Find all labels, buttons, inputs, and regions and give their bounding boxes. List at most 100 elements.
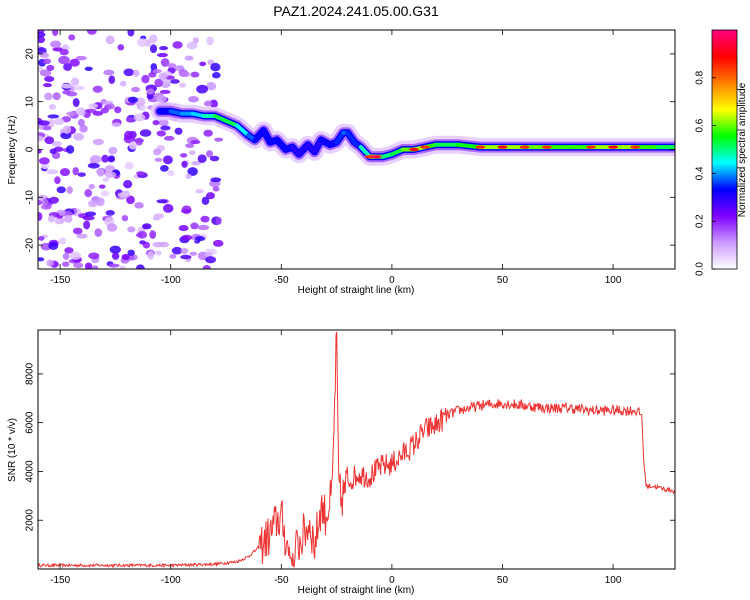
noise-blob	[52, 30, 59, 37]
noise-blob	[38, 236, 45, 241]
ridge-peak	[541, 145, 552, 149]
ridge-peak	[420, 145, 431, 149]
noise-blob	[210, 177, 222, 183]
noise-blob	[185, 143, 195, 149]
snr-series-line	[38, 331, 675, 569]
x-tick-label: -100	[161, 575, 181, 586]
noise-blob	[158, 241, 170, 248]
ridge-peak	[371, 155, 382, 159]
snr-frame	[37, 329, 676, 570]
noise-blob	[149, 230, 157, 239]
noise-blob	[215, 216, 222, 225]
noise-blob	[146, 88, 154, 95]
noise-blob	[124, 130, 133, 140]
noise-blob	[70, 77, 80, 86]
noise-blob	[72, 227, 83, 235]
noise-blob	[149, 34, 158, 44]
noise-blob	[128, 141, 138, 150]
noise-blob	[162, 203, 174, 213]
noise-blob	[136, 264, 145, 269]
noise-blob	[206, 150, 214, 158]
noise-blob	[62, 125, 72, 134]
noise-blob	[127, 226, 136, 233]
noise-blob	[88, 103, 98, 109]
noise-blob	[105, 35, 115, 45]
noise-blob	[205, 256, 217, 264]
snr-x-axis: -150 -100 -50 0 50 100	[50, 330, 622, 586]
noise-blob	[179, 82, 187, 88]
colorbar: 0.0 0.2 0.4 0.6 0.8 Normalized spectral ampl…	[695, 29, 748, 276]
noise-blob	[69, 58, 80, 67]
ridge-peak	[519, 145, 530, 149]
noise-blob	[108, 155, 115, 162]
x-tick-label: -100	[161, 275, 181, 286]
noise-blob	[68, 34, 76, 41]
noise-blob	[158, 119, 169, 127]
ridge-segment	[235, 123, 251, 138]
noise-blob	[48, 104, 57, 110]
noise-blob	[40, 163, 50, 170]
ridge-peak	[630, 145, 641, 149]
noise-blob	[142, 223, 152, 230]
snr-y-label: SNR (10 * v/v)	[7, 418, 18, 482]
colorbar-tick-label: 0.2	[695, 214, 706, 228]
noise-blob	[38, 212, 43, 221]
y-tick-label: -10	[25, 190, 36, 205]
noise-blob	[195, 189, 204, 194]
x-tick-label: -150	[50, 575, 70, 586]
noise-blob	[46, 64, 55, 71]
noise-blob	[181, 160, 188, 168]
noise-blob	[105, 103, 115, 110]
colorbar-label: Normalized spectral amplitude	[737, 82, 748, 217]
noise-blob	[69, 251, 81, 260]
noise-blob	[111, 252, 120, 260]
noise-blob	[94, 228, 103, 237]
y-tick-label: 4000	[25, 460, 36, 483]
y-tick-label: 8000	[25, 362, 36, 385]
noise-blob	[38, 149, 42, 154]
noise-blob	[77, 118, 85, 127]
noise-blob	[153, 148, 162, 156]
noise-blob	[72, 167, 79, 176]
snr-x-label: Height of straight line (km)	[298, 585, 415, 596]
noise-blob	[152, 68, 162, 74]
noise-blob	[156, 95, 167, 103]
noise-blob	[104, 171, 117, 178]
ridge-segment	[212, 114, 229, 123]
ridge-peak	[608, 145, 619, 149]
noise-blob	[60, 132, 72, 140]
noise-blob	[46, 259, 54, 267]
ridge-segment	[261, 128, 273, 145]
noise-blob	[201, 196, 210, 206]
noise-blob	[58, 55, 70, 65]
noise-blob	[158, 72, 168, 80]
noise-blob	[154, 157, 163, 162]
noise-blob	[59, 49, 69, 56]
noise-blob	[92, 138, 105, 146]
noise-blob	[156, 52, 168, 58]
noise-blob	[66, 186, 73, 194]
noise-blob	[186, 41, 198, 50]
noise-blob	[139, 240, 146, 245]
noise-blob	[108, 263, 120, 268]
noise-blob	[156, 130, 166, 137]
noise-blob	[119, 80, 127, 87]
noise-blob	[79, 124, 88, 133]
noise-blob	[160, 58, 170, 67]
noise-blob	[169, 254, 177, 259]
noise-blob	[76, 233, 88, 239]
noise-blob	[194, 235, 206, 242]
ridge-peak	[585, 145, 596, 149]
noise-blob	[199, 61, 207, 67]
noise-blob	[87, 162, 100, 169]
noise-blob	[125, 116, 135, 123]
noise-blob	[197, 154, 207, 164]
noise-blob	[206, 36, 214, 46]
noise-blob	[39, 52, 50, 59]
noise-blob	[106, 223, 118, 232]
noise-blob	[95, 197, 105, 207]
noise-blob	[91, 265, 99, 269]
noise-blob	[117, 192, 127, 198]
noise-blob	[121, 214, 129, 222]
